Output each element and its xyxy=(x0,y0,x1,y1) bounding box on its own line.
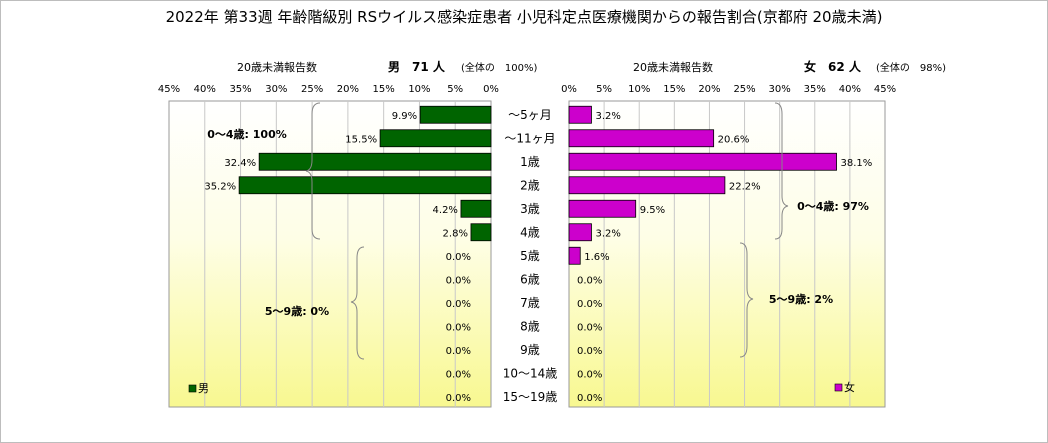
category-labels: ～5ヶ月 ～11ヶ月 1歳 2歳 3歳 4歳 5歳 6歳 7歳 8歳 9歳 10～14歳 15～19歳 xyxy=(503,108,558,404)
data-label-female: 1.6% xyxy=(584,252,609,263)
tick-label-female: 20% xyxy=(698,84,720,95)
tick-label-male: 5% xyxy=(447,84,463,95)
data-label-female: 0.0% xyxy=(577,393,602,404)
category-label: 2歳 xyxy=(520,178,540,192)
data-label-female: 0.0% xyxy=(577,275,602,286)
data-label-male: 15.5% xyxy=(345,134,377,145)
tick-label-male: 10% xyxy=(408,84,430,95)
bar-male xyxy=(460,199,492,218)
chart-title: 2022年 第33週 年齢階級別 RSウイルス感染症患者 小児科定点医療機関から… xyxy=(166,8,883,26)
bar-male xyxy=(238,176,492,195)
data-label-female: 38.1% xyxy=(841,158,873,169)
tick-label-female: 25% xyxy=(733,84,755,95)
category-label: 6歳 xyxy=(520,272,540,286)
category-label: 15～19歳 xyxy=(503,390,558,404)
data-label-female: 0.0% xyxy=(577,322,602,333)
data-label-male: 9.9% xyxy=(392,111,417,122)
tick-label-male: 20% xyxy=(337,84,359,95)
bar-male xyxy=(419,105,492,124)
data-label-female: 0.0% xyxy=(577,346,602,357)
data-label-female: 22.2% xyxy=(729,181,761,192)
left-axis-label: 20歳未満報告数 xyxy=(237,61,317,74)
category-label: 8歳 xyxy=(520,319,540,333)
data-label-female: 20.6% xyxy=(718,134,750,145)
tick-label-female: 45% xyxy=(874,84,896,95)
data-label-male: 35.2% xyxy=(204,181,236,192)
legend-male-label: 男 xyxy=(198,382,209,395)
female-5-9-bracket xyxy=(739,242,754,358)
female-0-4-annotation: 0～4歳: 97% xyxy=(797,199,869,213)
data-label-male: 0.0% xyxy=(446,252,471,263)
data-label-male: 0.0% xyxy=(446,369,471,380)
bar-female xyxy=(568,129,715,148)
bar-female xyxy=(568,105,592,124)
category-label: 1歳 xyxy=(520,155,540,169)
gridlines xyxy=(204,101,851,407)
bar-female xyxy=(568,246,581,265)
tick-label-male: 15% xyxy=(373,84,395,95)
category-label: 9歳 xyxy=(520,343,540,357)
bar-female xyxy=(568,223,592,242)
bar-female xyxy=(568,176,726,195)
plot-area-female xyxy=(568,100,886,408)
tick-label-male: 30% xyxy=(265,84,287,95)
data-label-male: 0.0% xyxy=(446,275,471,286)
category-label: ～11ヶ月 xyxy=(504,131,555,145)
male-0-4-bracket xyxy=(305,102,321,240)
male-total: 男 71 人 xyxy=(388,59,446,74)
tick-label-female: 0% xyxy=(561,84,577,95)
data-label-male: 0.0% xyxy=(446,346,471,357)
tick-label-male: 0% xyxy=(483,84,499,95)
data-label-female: 3.2% xyxy=(595,228,620,239)
category-label: 5歳 xyxy=(520,249,540,263)
legend-female-swatch xyxy=(834,383,843,392)
category-label: 7歳 xyxy=(520,296,540,310)
male-0-4-annotation: 0～4歳: 100% xyxy=(207,127,287,141)
tick-label-female: 30% xyxy=(769,84,791,95)
tick-label-female: 35% xyxy=(804,84,826,95)
axis-ticks: 45% 40% 35% 30% 25% 20% 15% 10% 5% 0% 0% 5% 10% 15% 20… xyxy=(158,84,896,95)
bar-male xyxy=(258,152,492,171)
bar-female xyxy=(568,199,637,218)
tick-label-male: 40% xyxy=(194,84,216,95)
tick-label-female: 40% xyxy=(839,84,861,95)
data-label-female: 0.0% xyxy=(577,369,602,380)
female-total: 女 62 人 xyxy=(804,59,862,74)
category-label: 3歳 xyxy=(520,202,540,216)
data-label-male: 0.0% xyxy=(446,322,471,333)
data-label-male: 32.4% xyxy=(224,158,256,169)
female-5-9-annotation: 5～9歳: 2% xyxy=(769,292,833,306)
tick-label-female: 10% xyxy=(628,84,650,95)
bar-male xyxy=(470,223,492,242)
data-label-male: 4.2% xyxy=(433,205,458,216)
female-0-4-bracket xyxy=(774,102,789,240)
plot-area-male xyxy=(168,100,492,408)
data-label-female: 9.5% xyxy=(640,205,665,216)
category-label: ～5ヶ月 xyxy=(508,108,552,122)
legend-female-label: 女 xyxy=(844,380,855,394)
data-label-male: 2.8% xyxy=(443,228,468,239)
legend-male-swatch xyxy=(188,384,197,393)
data-label-male: 0.0% xyxy=(446,393,471,404)
bar-male xyxy=(379,129,492,148)
category-label: 4歳 xyxy=(520,225,540,239)
right-axis-label: 20歳未満報告数 xyxy=(633,61,713,74)
tick-label-male: 35% xyxy=(229,84,251,95)
data-label-female: 0.0% xyxy=(577,299,602,310)
tick-label-female: 5% xyxy=(596,84,612,95)
male-share: (全体の 100%) xyxy=(461,61,537,74)
female-share: (全体の 98%) xyxy=(876,61,946,74)
male-5-9-annotation: 5～9歳: 0% xyxy=(265,304,329,318)
bars: 9.9% 3.2% 15.5% 20.6% 32.4% 38.1% 35.2% 22.2% 4.… xyxy=(204,105,873,404)
category-label: 10～14歳 xyxy=(503,366,558,380)
data-label-male: 0.0% xyxy=(446,299,471,310)
data-label-female: 3.2% xyxy=(595,111,620,122)
tick-label-male: 45% xyxy=(158,84,180,95)
tick-label-male: 25% xyxy=(301,84,323,95)
male-5-9-bracket xyxy=(350,246,365,360)
tick-label-female: 15% xyxy=(663,84,685,95)
bar-female xyxy=(568,152,837,171)
